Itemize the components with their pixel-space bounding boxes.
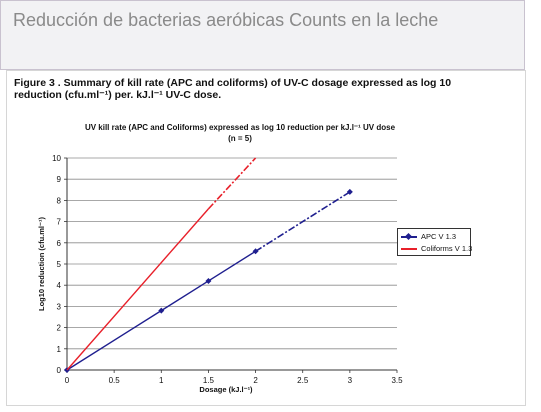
y-tick-label: 4 xyxy=(57,281,62,290)
figure-caption-line-2: reduction (cfu.ml⁻¹) per. kJ.l⁻¹ UV-C do… xyxy=(14,89,222,101)
x-tick-label: 3 xyxy=(348,376,353,385)
series-dashed-apc xyxy=(255,191,351,252)
x-tick-label: 2.5 xyxy=(297,376,309,385)
legend-marker-apc xyxy=(404,232,413,241)
data-point-apc xyxy=(252,248,259,255)
legend-line-coliforms xyxy=(401,248,417,250)
slide-title: Reducción de bacterias aeróbicas Counts … xyxy=(13,10,439,30)
x-tick-label: 3.5 xyxy=(391,376,403,385)
x-tick-label: 1 xyxy=(159,376,164,385)
y-tick-label: 6 xyxy=(57,239,62,248)
x-axis-label: Dosage (kJ.l⁻¹) xyxy=(199,385,253,394)
chart-title: UV kill rate (APC and Coliforms) express… xyxy=(84,123,396,132)
chart-legend: APC V 1.3 Coliforms V 1.3 xyxy=(397,228,473,256)
y-tick-label: 10 xyxy=(52,154,61,163)
x-tick-label: 0.5 xyxy=(109,376,121,385)
slide-header: Reducción de bacterias aeróbicas Counts … xyxy=(0,0,525,70)
legend-item-coliforms: Coliforms V 1.3 xyxy=(401,243,473,255)
chart-title-block: UV kill rate (APC and Coliforms) express… xyxy=(40,122,440,144)
y-tick-label: 2 xyxy=(57,324,62,333)
y-tick-label: 3 xyxy=(57,302,62,311)
series-line-coliforms xyxy=(66,208,209,371)
data-point-apc xyxy=(205,277,212,284)
figure-frame xyxy=(6,70,526,406)
y-tick-label: 7 xyxy=(57,218,62,227)
x-tick-label: 0 xyxy=(65,376,70,385)
legend-label-apc: APC V 1.3 xyxy=(421,232,457,241)
data-point-apc xyxy=(346,188,353,195)
figure-caption-line-1: Figure 3 . Summary of kill rate (APC and… xyxy=(14,77,452,89)
figure-caption: Figure 3 . Summary of kill rate (APC and… xyxy=(14,77,514,101)
y-tick-label: 1 xyxy=(57,345,62,354)
chart-subtitle: (n = 5) xyxy=(228,134,252,143)
y-tick-label: 9 xyxy=(57,175,62,184)
x-tick-label: 2 xyxy=(253,376,258,385)
series-line-apc xyxy=(66,250,256,371)
legend-label-coliforms: Coliforms V 1.3 xyxy=(421,244,473,253)
y-axis-label: Log10 reduction (cfu.ml⁻¹) xyxy=(37,217,46,311)
legend-item-apc: APC V 1.3 xyxy=(401,231,471,243)
x-tick-label: 1.5 xyxy=(203,376,215,385)
series-dashed-coliforms xyxy=(207,157,257,210)
y-tick-label: 8 xyxy=(57,196,62,205)
y-tick-label: 0 xyxy=(57,366,62,375)
y-tick-label: 5 xyxy=(57,260,62,269)
data-point-apc xyxy=(158,307,165,314)
